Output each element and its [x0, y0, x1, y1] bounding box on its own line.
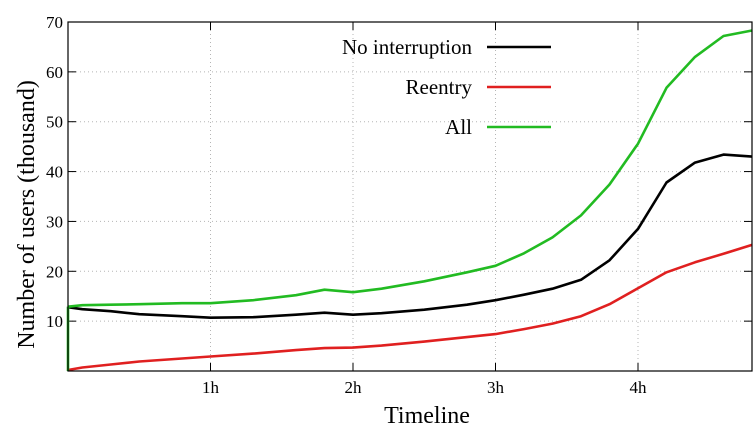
x-tick-labels: 1h 2h 3h 4h [202, 378, 647, 397]
y-tick-label: 50 [46, 113, 63, 132]
x-tick-label: 1h [202, 378, 220, 397]
y-tick-labels: 10 20 30 40 50 60 70 [46, 13, 63, 331]
x-tick-label: 4h [630, 378, 648, 397]
y-tick-label: 10 [46, 312, 63, 331]
y-tick-label: 30 [46, 212, 63, 231]
series-line-reentry [67, 243, 753, 372]
plot-frame [67, 21, 753, 372]
y-tick-label: 60 [46, 63, 63, 82]
legend: No interruption Reentry All [342, 35, 551, 139]
y-tick-label: 20 [46, 262, 63, 281]
series-line-no-interruption [67, 153, 753, 319]
series-lines [66, 29, 753, 372]
y-tick-label: 70 [46, 13, 63, 32]
x-tick-label: 3h [487, 378, 505, 397]
y-axis-title: Number of users (thousand) [14, 80, 40, 349]
legend-label: No interruption [342, 35, 473, 59]
y-tick-label: 40 [46, 163, 63, 182]
series-line-all [67, 29, 753, 308]
x-axis-title: Timeline [384, 403, 470, 429]
legend-label: All [445, 115, 472, 139]
x-tick-label: 2h [345, 378, 363, 397]
legend-label: Reentry [406, 75, 473, 99]
